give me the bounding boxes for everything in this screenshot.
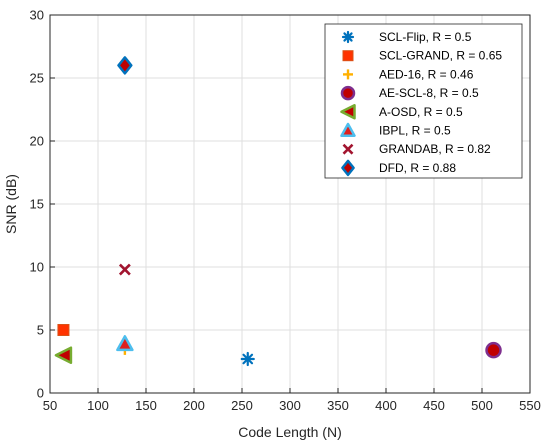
legend-marker-asterisk <box>341 30 355 44</box>
legend-box <box>324 23 523 179</box>
y-tick-label: 0 <box>37 386 44 401</box>
legend-marker-square <box>342 50 354 62</box>
data-point-x <box>118 263 131 276</box>
legend-label: IBPL, R = 0.5 <box>379 124 451 138</box>
legend-marker-circle <box>340 85 356 101</box>
x-tick-label: 400 <box>375 398 397 413</box>
y-axis-ticks: 0 5 10 15 20 25 30 <box>30 8 55 401</box>
y-tick-label: 25 <box>30 71 44 86</box>
legend-label: AE-SCL-8, R = 0.5 <box>379 86 479 100</box>
x-tick-label: 150 <box>135 398 157 413</box>
x-tick-label: 100 <box>87 398 109 413</box>
x-tick-label: 350 <box>327 398 349 413</box>
legend-marker-triangle-left <box>340 104 356 120</box>
data-point-diamond <box>117 56 133 75</box>
data-point-asterisk <box>240 351 255 367</box>
x-tick-label: 50 <box>43 398 57 413</box>
y-axis-label: SNR (dB) <box>3 174 19 234</box>
y-tick-label: 15 <box>30 197 44 212</box>
x-axis-label: Code Length (N) <box>238 424 342 440</box>
legend-label: A-OSD, R = 0.5 <box>379 105 463 119</box>
x-tick-label: 300 <box>279 398 301 413</box>
legend-marker-plus <box>343 69 353 80</box>
y-tick-label: 20 <box>30 134 44 149</box>
legend-marker-triangle-up <box>340 122 356 137</box>
x-axis-ticks: 50 100 150 200 250 300 350 400 450 500 550 <box>43 388 541 413</box>
legend-label: SCL-Flip, R = 0.5 <box>379 30 472 44</box>
x-tick-label: 450 <box>423 398 445 413</box>
legend-label: DFD, R = 0.88 <box>379 161 456 175</box>
x-tick-label: 500 <box>471 398 493 413</box>
data-point-triangle-left <box>54 346 73 364</box>
x-tick-label: 200 <box>183 398 205 413</box>
data-point-circle <box>485 341 502 359</box>
legend-label: GRANDAB, R = 0.82 <box>379 142 491 156</box>
y-tick-label: 30 <box>30 8 44 23</box>
y-tick-label: 5 <box>37 323 44 338</box>
data-points <box>54 56 502 367</box>
x-tick-label: 250 <box>231 398 253 413</box>
x-tick-label: 550 <box>519 398 541 413</box>
y-tick-label: 10 <box>30 260 44 275</box>
legend-marker-x <box>342 143 354 155</box>
data-point-triangle-up <box>116 335 134 352</box>
legend-label: AED-16, R = 0.46 <box>379 67 474 81</box>
data-point-square <box>57 324 70 336</box>
legend: SCL-Flip, R = 0.5 SCL-GRAND, R = 0.65 AED-… <box>324 23 523 179</box>
legend-label: SCL-GRAND, R = 0.65 <box>379 49 502 63</box>
legend-marker-diamond <box>341 159 355 177</box>
